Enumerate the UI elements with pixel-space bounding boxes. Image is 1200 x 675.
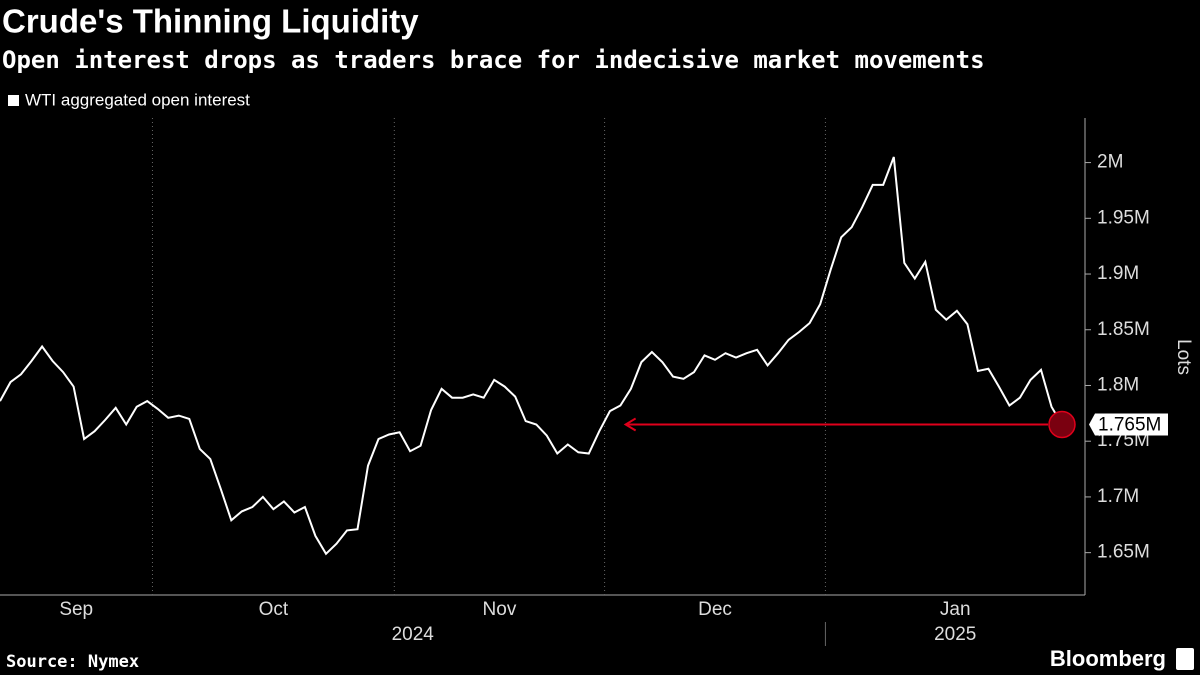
legend-label: WTI aggregated open interest	[25, 90, 250, 109]
annotation-arrowhead	[623, 417, 637, 432]
y-tick-label: 2M	[1097, 152, 1123, 173]
x-tick-label: Sep	[59, 599, 93, 620]
y-tick-label: 1.95M	[1097, 207, 1150, 228]
y-tick-label: 1.8M	[1097, 374, 1139, 395]
x-tick-label: Nov	[483, 599, 517, 620]
x-tick-label: Jan	[940, 599, 971, 620]
source: Source: Nymex	[6, 652, 139, 672]
x-year-label: 2024	[392, 624, 435, 645]
x-tick-label: Oct	[259, 599, 289, 620]
y-tick-label: 1.9M	[1097, 263, 1139, 284]
y-axis-label: Lots	[1173, 339, 1194, 375]
y-tick-label: 1.7M	[1097, 486, 1139, 507]
y-tick-label: 1.85M	[1097, 319, 1150, 340]
brand-icon	[1176, 648, 1194, 670]
chart-title: Crude's Thinning Liquidity	[2, 3, 419, 40]
brand: Bloomberg	[1050, 646, 1166, 671]
legend-swatch	[8, 95, 19, 106]
chart-subtitle: Open interest drops as traders brace for…	[2, 46, 985, 74]
y-tick-label: 1.65M	[1097, 542, 1150, 563]
line	[0, 156, 1063, 556]
value-label-box	[1089, 413, 1168, 436]
highlight-point	[1048, 410, 1076, 439]
x-year-label: 2025	[934, 624, 976, 645]
x-tick-label: Dec	[698, 599, 732, 620]
value-label: 1.765M	[1098, 414, 1161, 435]
